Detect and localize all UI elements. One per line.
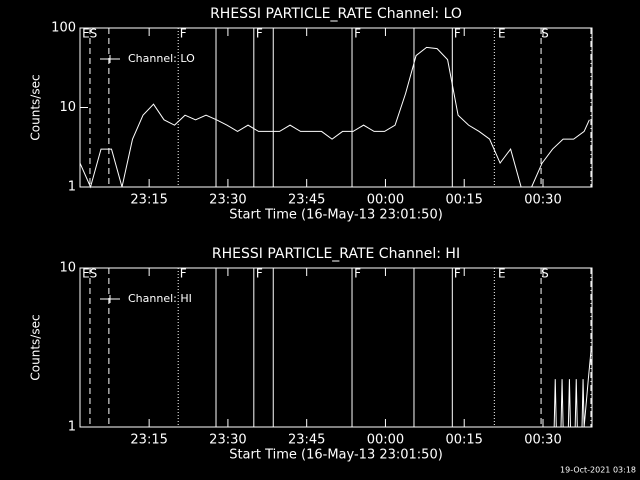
y-tick-label: 10 — [59, 261, 76, 276]
event-label: F — [454, 267, 461, 281]
x-axis-label: Start Time (16-May-13 23:01:50) — [229, 448, 443, 463]
x-tick-label: 00:00 — [367, 193, 404, 208]
y-tick-label: 100 — [51, 21, 76, 36]
event-label: F — [354, 27, 361, 41]
y-tick-label: 1 — [68, 180, 76, 195]
y-tick-label: 10 — [59, 100, 76, 115]
y-axis-label: Counts/sec — [29, 314, 43, 380]
plot-frame — [79, 267, 593, 428]
event-label: F — [256, 27, 263, 41]
event-label: F — [256, 267, 263, 281]
data-line — [547, 351, 592, 428]
chart-title: RHESSI PARTICLE_RATE Channel: LO — [210, 6, 462, 22]
x-tick-label: 23:15 — [130, 433, 167, 448]
x-tick-label: 23:30 — [209, 433, 246, 448]
footer: 19-Oct-2021 03:18 — [560, 466, 636, 475]
legend-label: Channel: LO — [128, 52, 195, 65]
legend-label: Channel: HI — [128, 292, 192, 305]
event-label: F — [180, 267, 187, 281]
event-label: F — [354, 267, 361, 281]
event-label: S — [541, 27, 549, 41]
y-tick-label: 1 — [68, 420, 76, 435]
event-label: F — [454, 27, 461, 41]
event-label: S — [541, 267, 549, 281]
event-label: ES — [82, 267, 97, 281]
event-label: E — [498, 27, 506, 41]
data-line — [79, 46, 590, 189]
x-tick-label: 23:15 — [130, 193, 167, 208]
x-tick-label: 00:15 — [445, 193, 482, 208]
x-tick-label: 00:30 — [524, 433, 561, 448]
x-tick-label: 00:15 — [445, 433, 482, 448]
x-axis-label: Start Time (16-May-13 23:01:50) — [229, 208, 443, 223]
x-tick-label: 23:45 — [288, 193, 325, 208]
chart-title: RHESSI PARTICLE_RATE Channel: HI — [212, 246, 460, 262]
event-label: ES — [82, 27, 97, 41]
x-tick-label: 23:45 — [288, 433, 325, 448]
x-tick-label: 23:30 — [209, 193, 246, 208]
y-axis-label: Counts/sec — [29, 74, 43, 140]
event-label: E — [498, 267, 506, 281]
event-label: F — [180, 27, 187, 41]
x-tick-label: 00:30 — [524, 193, 561, 208]
x-tick-label: 00:00 — [367, 433, 404, 448]
